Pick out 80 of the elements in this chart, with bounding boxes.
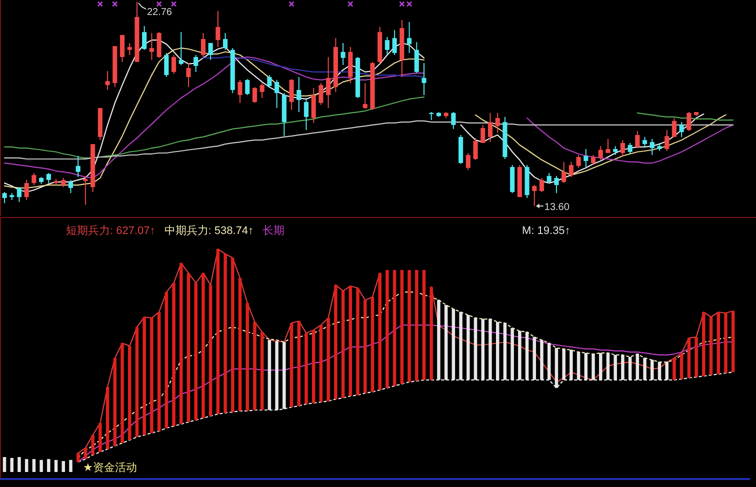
candlestick [606, 138, 610, 154]
candlestick [296, 76, 302, 113]
candlestick [208, 42, 213, 60]
candlestick [384, 36, 390, 56]
candlestick [274, 79, 280, 109]
candlestick [61, 177, 66, 188]
candlestick [562, 161, 566, 184]
candlestick [318, 82, 324, 106]
candlestick [642, 136, 648, 148]
text: 短期兵力: 627.07↑ [66, 224, 156, 237]
candlestick [46, 172, 51, 184]
candlestick [289, 78, 294, 111]
candlestick [18, 456, 21, 472]
candlestick [83, 175, 88, 206]
candlestick [164, 52, 169, 78]
candlestick [76, 155, 80, 178]
candlestick [142, 26, 147, 50]
candlestick [178, 32, 184, 66]
candlestick [495, 112, 500, 134]
candlestick [2, 456, 6, 472]
candlestick [252, 86, 258, 104]
candlestick [216, 10, 220, 48]
candlestick [267, 74, 272, 88]
candlestick [392, 30, 397, 56]
candlestick [260, 82, 264, 98]
candlestick [473, 138, 478, 160]
candlestick [568, 161, 574, 178]
candlestick [32, 458, 36, 472]
candlestick [620, 140, 625, 156]
candlestick [326, 56, 331, 109]
candlestick [186, 62, 191, 88]
candlestick [576, 154, 581, 168]
annotation: 22.76 [146, 7, 172, 18]
candlestick [149, 32, 154, 60]
candlestick [32, 172, 36, 186]
candlestick [546, 172, 552, 184]
candlestick [47, 458, 50, 472]
candlestick [672, 118, 677, 138]
candlestick [672, 358, 676, 380]
candlestick [24, 458, 28, 472]
candlestick [422, 62, 426, 96]
annotation: 13.60 [544, 202, 570, 213]
candlestick [194, 54, 198, 72]
text: M: 19.35↑ [522, 225, 570, 237]
candlestick [414, 42, 419, 74]
candlestick [68, 179, 74, 194]
candlestick [127, 42, 132, 56]
candlestick [16, 186, 22, 202]
candlestick [480, 124, 486, 144]
candlestick [686, 112, 692, 132]
candlestick [223, 32, 228, 50]
candlestick [539, 177, 544, 192]
candlestick [554, 175, 559, 194]
text: 长期 [262, 224, 285, 237]
candlestick [584, 148, 588, 168]
candlestick [466, 152, 470, 170]
candlestick [598, 146, 603, 160]
candlestick [679, 122, 684, 138]
candlestick [105, 70, 110, 90]
candlestick [664, 130, 670, 152]
candlestick [635, 130, 640, 149]
candlestick [120, 34, 125, 62]
candlestick [238, 79, 242, 104]
candlestick [304, 97, 309, 131]
candlestick [406, 22, 412, 54]
candlestick [628, 142, 632, 154]
candlestick [24, 179, 29, 200]
candlestick [451, 112, 456, 130]
candlestick [311, 87, 316, 124]
annotation: ★资金活动 [83, 462, 137, 474]
candlestick [171, 54, 176, 74]
candlestick [362, 82, 368, 110]
candlestick [590, 154, 596, 166]
candlestick [245, 78, 250, 96]
candlestick [200, 32, 206, 58]
candlestick [340, 42, 346, 66]
candlestick [650, 138, 654, 156]
candlestick [488, 112, 493, 143]
text: 中期兵力: 538.74↑ [164, 224, 254, 237]
candlestick [2, 191, 7, 204]
